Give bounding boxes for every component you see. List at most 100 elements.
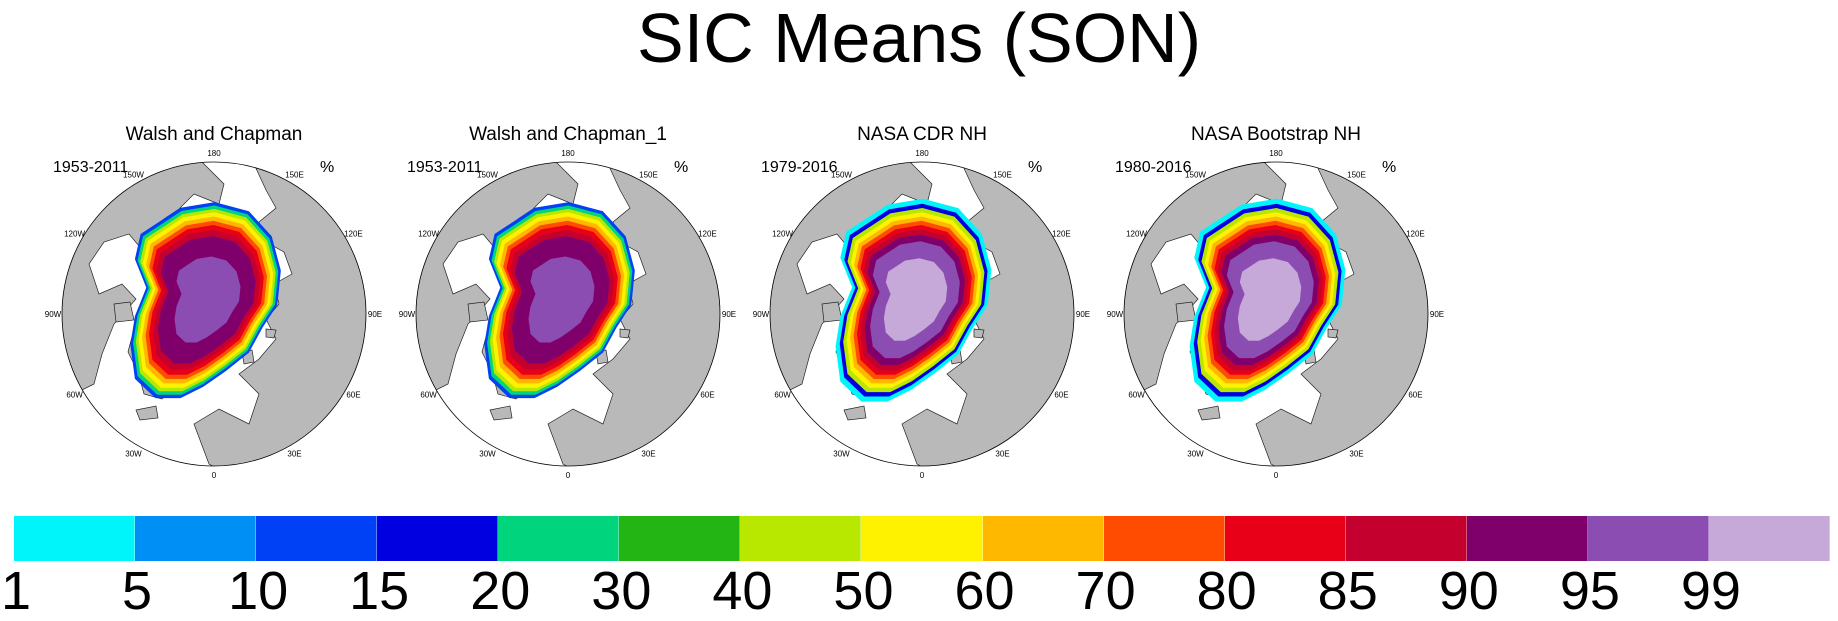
longitude-label: 90E [368, 310, 382, 319]
sea-ice-contour [1237, 258, 1302, 341]
longitude-label: 60E [1408, 391, 1422, 400]
colorbar-label: 90 [1438, 561, 1499, 621]
sea-ice-contour [528, 256, 595, 343]
longitude-label: 30E [641, 449, 655, 458]
longitude-label: 120W [418, 230, 439, 239]
longitude-label: 0 [1274, 471, 1279, 480]
colorbar-box [1345, 516, 1467, 561]
longitude-label: 60E [346, 391, 360, 400]
map-border [769, 161, 1075, 467]
panel-title: Walsh and Chapman [125, 124, 303, 145]
colorbar [14, 515, 1830, 561]
longitude-label: 150E [1347, 171, 1366, 180]
longitude-label: 150W [1185, 171, 1206, 180]
polar-map: 180 150E 120E 90E 60E 30E 0 30W 60W 90W 120W 150W [45, 149, 382, 480]
longitude-label: 150W [123, 171, 144, 180]
land-mass [973, 328, 985, 339]
sea-ice-contour [883, 258, 948, 341]
longitude-label: 120E [1052, 230, 1071, 239]
longitude-label: 30W [125, 449, 142, 458]
longitude-label: 90W [753, 310, 770, 319]
longitude-label: 150W [477, 171, 498, 180]
longitude-label: 30W [1187, 449, 1204, 458]
longitude-label: 30E [995, 449, 1009, 458]
longitude-label: 0 [920, 471, 925, 480]
colorbar-labels: 1 5 10 15 20 30 40 50 60 70 80 85 90 95 99 [0, 562, 1838, 621]
longitude-label: 120W [1126, 230, 1147, 239]
colorbar-box [498, 516, 620, 561]
land-mass [135, 405, 159, 421]
longitude-label: 180 [561, 149, 575, 158]
colorbar-box [740, 516, 862, 561]
colorbar-box [619, 516, 741, 561]
colorbar-label: 50 [833, 561, 894, 621]
longitude-label: 60W [1128, 391, 1145, 400]
longitude-label: 150W [831, 171, 852, 180]
colorbar-box [982, 516, 1104, 561]
longitude-label: 180 [1269, 149, 1283, 158]
colorbar-label: 70 [1075, 561, 1136, 621]
colorbar-box [1708, 516, 1830, 561]
longitude-label: 60W [66, 391, 83, 400]
longitude-label: 90E [1430, 310, 1444, 319]
longitude-label: 120W [64, 230, 85, 239]
period-label: 1953-2011 [53, 159, 129, 176]
colorbar-label: 20 [470, 561, 531, 621]
panel-title: NASA CDR NH [857, 124, 987, 145]
colorbar-box [256, 516, 378, 561]
colorbar-box [1587, 516, 1709, 561]
colorbar-box [135, 516, 257, 561]
longitude-label: 150E [639, 171, 658, 180]
unit-label: % [1028, 159, 1043, 176]
sea-ice-contour [174, 256, 241, 343]
colorbar-box [1103, 516, 1225, 561]
colorbar-box [861, 516, 983, 561]
land-mass [265, 328, 277, 339]
colorbar-label: 80 [1196, 561, 1257, 621]
land-mass [1175, 301, 1197, 323]
colorbar-label: 15 [349, 561, 410, 621]
polar-map: 180 150E 120E 90E 60E 30E 0 30W 60W 90W 120W 150W [1107, 149, 1444, 480]
longitude-label: 180 [207, 149, 221, 158]
land-mass [489, 405, 513, 421]
longitude-label: 120W [772, 230, 793, 239]
land-mass [467, 301, 489, 323]
longitude-label: 90E [722, 310, 736, 319]
colorbar-box [14, 516, 136, 561]
period-label: 1979-2016 [761, 159, 838, 176]
land-mass [821, 301, 843, 323]
longitude-label: 30E [287, 449, 301, 458]
longitude-label: 60E [1054, 391, 1068, 400]
polar-map: 180 150E 120E 90E 60E 30E 0 30W 60W 90W 120W 150W [753, 149, 1090, 480]
longitude-label: 60W [420, 391, 437, 400]
page-title: SIC Means (SON) [637, 0, 1201, 77]
colorbar-label: 99 [1680, 561, 1741, 621]
colorbar-label: 1 [0, 561, 32, 621]
colorbar-label: 40 [712, 561, 773, 621]
land-mass [843, 405, 867, 421]
longitude-label: 180 [915, 149, 929, 158]
longitude-label: 90W [1107, 310, 1124, 319]
map-panel: 180 150E 120E 90E 60E 30E 0 30W 60W 90W 120W 150W Wa… [44, 124, 384, 484]
longitude-label: 30W [833, 449, 850, 458]
unit-label: % [674, 159, 689, 176]
polar-map: 180 150E 120E 90E 60E 30E 0 30W 60W 90W 120W 150W [399, 149, 736, 480]
longitude-label: 120E [344, 230, 363, 239]
longitude-label: 30E [1349, 449, 1363, 458]
colorbar-box [377, 516, 499, 561]
unit-label: % [320, 159, 335, 176]
map-panel: 180 150E 120E 90E 60E 30E 0 30W 60W 90W 120W 150W NA… [1106, 124, 1446, 484]
map-panel: 180 150E 120E 90E 60E 30E 0 30W 60W 90W 120W 150W NA… [752, 124, 1092, 484]
longitude-label: 90W [399, 310, 416, 319]
colorbar-box [1224, 516, 1346, 561]
longitude-label: 90W [45, 310, 62, 319]
land-mass [619, 328, 631, 339]
map-panel: 180 150E 120E 90E 60E 30E 0 30W 60W 90W 120W 150W Wa… [398, 124, 738, 484]
map-border [61, 161, 367, 467]
map-border [415, 161, 721, 467]
panel-title: Walsh and Chapman_1 [469, 124, 667, 145]
colorbar-label: 5 [122, 561, 153, 621]
colorbar-label: 85 [1317, 561, 1378, 621]
colorbar-label: 30 [591, 561, 652, 621]
land-mass [1327, 328, 1339, 339]
